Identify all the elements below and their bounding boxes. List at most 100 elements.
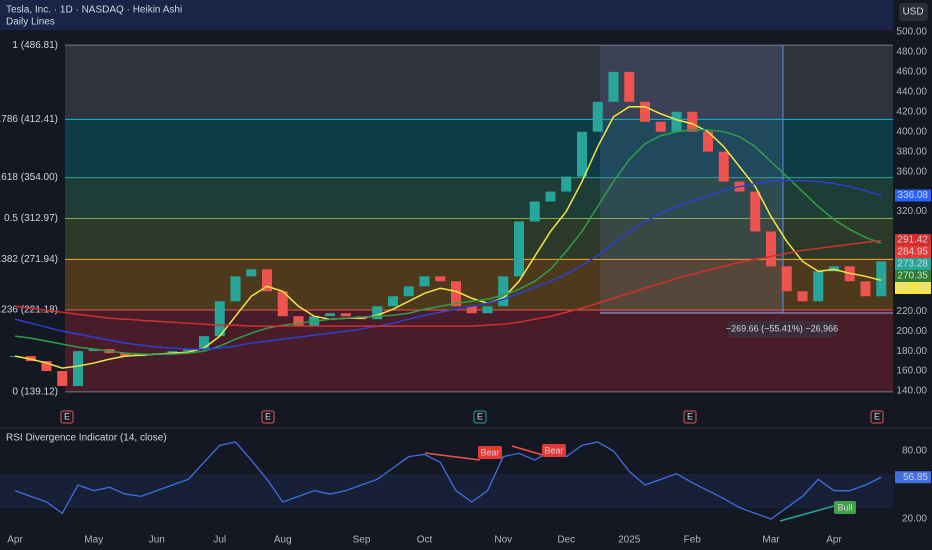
signal-label: Bear <box>544 445 563 455</box>
y-tick-label: 400.00 <box>896 126 927 137</box>
price-label: 291.42 <box>897 235 928 246</box>
price-label-box <box>895 270 931 283</box>
earnings-box <box>870 410 884 424</box>
fib-label: 1 (486.81) <box>12 40 58 51</box>
y-tick-label: 80.00 <box>902 446 927 457</box>
candle <box>246 269 257 277</box>
y-tick-label: 320.00 <box>896 206 927 217</box>
candle <box>325 313 335 317</box>
y-tick-label: 360.00 <box>896 166 927 177</box>
x-tick-label: Apr <box>7 535 23 546</box>
x-tick-label: May <box>84 535 103 546</box>
y-tick-label: 440.00 <box>896 86 927 97</box>
candle <box>514 221 524 277</box>
price-label: 336.08 <box>897 190 928 201</box>
fib-band <box>65 119 893 178</box>
candle <box>340 313 351 317</box>
candle <box>183 349 194 352</box>
x-tick-label: Mar <box>762 535 780 546</box>
x-tick-label: Feb <box>684 535 702 546</box>
candle <box>592 101 603 132</box>
x-tick-label: Jul <box>213 535 226 546</box>
x-tick-label: Apr <box>826 535 842 546</box>
fib-label: 0.382 (271.94) <box>0 254 58 265</box>
candle <box>419 276 430 287</box>
candle <box>718 151 729 182</box>
candle <box>781 266 792 292</box>
earnings-box <box>60 410 74 424</box>
earnings-box <box>261 410 275 424</box>
currency[interactable]: USD <box>902 7 923 18</box>
candle <box>120 353 131 357</box>
signal-label: Bear <box>480 447 499 457</box>
earnings-box <box>473 410 487 424</box>
earnings-label: E <box>265 411 271 421</box>
earnings-box <box>683 410 697 424</box>
rsi-group <box>14 441 882 520</box>
x-tick-label: Aug <box>274 535 292 546</box>
y-tick-label: 480.00 <box>896 47 927 58</box>
candle <box>262 269 272 292</box>
rsi-title: RSI Divergence Indicator (14, close) <box>6 433 167 444</box>
candle <box>545 191 556 202</box>
moving-average <box>14 179 882 350</box>
signal-box <box>542 444 566 457</box>
bear-line <box>511 445 547 457</box>
moving-average <box>14 239 882 327</box>
candle <box>230 276 241 302</box>
candle <box>293 316 304 327</box>
currency-button[interactable] <box>899 3 928 21</box>
x-tick-label: 2025 <box>618 535 641 546</box>
y-tick-label: 20.00 <box>902 514 927 525</box>
x-tick-label: Dec <box>557 535 575 546</box>
candle <box>860 281 871 297</box>
title: Tesla, Inc. · 1D · NASDAQ · Heikin Ashi <box>6 5 182 16</box>
signal-label: Bull <box>837 502 852 512</box>
fib-label: 0.5 (312.97) <box>4 213 58 224</box>
candle <box>624 71 635 102</box>
candle <box>372 306 383 320</box>
candle <box>797 291 808 302</box>
candle <box>277 291 288 317</box>
earnings-label: E <box>64 411 70 421</box>
fib-label: 0.618 (354.00) <box>0 172 58 183</box>
candle <box>703 131 713 152</box>
candle <box>813 271 824 302</box>
fib-band <box>65 45 893 120</box>
y-tick-label: 500.00 <box>896 27 927 38</box>
signal-box <box>478 446 502 459</box>
top-band <box>0 0 893 30</box>
candle <box>88 349 99 352</box>
rsi-value-box <box>895 471 931 484</box>
candle <box>388 296 398 307</box>
candle <box>57 371 68 387</box>
candle <box>466 306 477 314</box>
candle <box>671 111 682 132</box>
candle <box>876 261 887 297</box>
measure-label-box <box>728 321 836 337</box>
candle <box>482 306 493 314</box>
candle <box>640 101 650 122</box>
y-tick-label: 460.00 <box>896 67 927 78</box>
candle <box>167 351 178 354</box>
x-tick-label: Sep <box>353 535 371 546</box>
candle <box>73 351 83 387</box>
y-tick-label: 380.00 <box>896 146 927 157</box>
rsi-band <box>0 474 893 508</box>
y-tick-label: 220.00 <box>896 306 927 317</box>
fib-band <box>65 259 893 311</box>
candle <box>577 131 587 177</box>
candle <box>451 281 461 307</box>
x-tick-label: Nov <box>494 535 512 546</box>
price-label: 273.28 <box>897 259 928 270</box>
candle <box>608 71 619 102</box>
candle <box>687 111 698 132</box>
x-tick-label: Oct <box>417 535 433 546</box>
fib-label: 0.786 (412.41) <box>0 114 58 125</box>
y-tick-label: 140.00 <box>896 386 927 397</box>
candle <box>529 201 540 222</box>
candle <box>214 301 225 337</box>
x-tick-label: Jun <box>149 535 165 546</box>
